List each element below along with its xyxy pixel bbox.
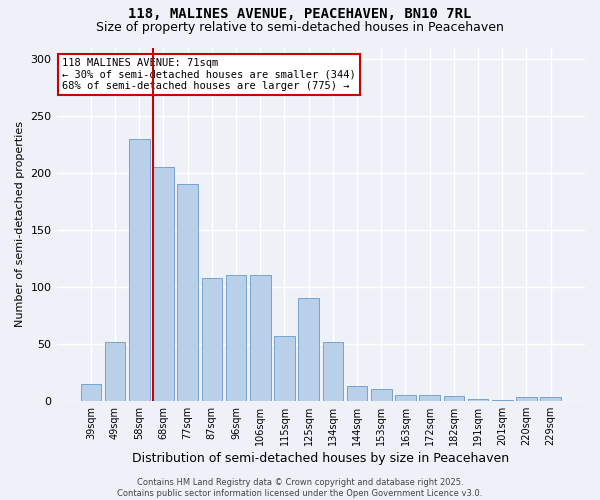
Bar xyxy=(80,384,101,401)
Bar xyxy=(395,395,416,401)
Bar xyxy=(541,398,561,401)
Bar xyxy=(492,400,512,401)
Bar xyxy=(298,298,319,401)
Text: Contains HM Land Registry data © Crown copyright and database right 2025.
Contai: Contains HM Land Registry data © Crown c… xyxy=(118,478,482,498)
Bar xyxy=(226,276,247,401)
Bar xyxy=(202,278,222,401)
Text: 118, MALINES AVENUE, PEACEHAVEN, BN10 7RL: 118, MALINES AVENUE, PEACEHAVEN, BN10 7R… xyxy=(128,8,472,22)
Text: 118 MALINES AVENUE: 71sqm
← 30% of semi-detached houses are smaller (344)
68% of: 118 MALINES AVENUE: 71sqm ← 30% of semi-… xyxy=(62,58,356,92)
X-axis label: Distribution of semi-detached houses by size in Peacehaven: Distribution of semi-detached houses by … xyxy=(132,452,509,465)
Bar xyxy=(371,390,392,401)
Bar xyxy=(250,276,271,401)
Bar xyxy=(105,342,125,401)
Bar xyxy=(468,398,488,401)
Bar xyxy=(129,138,149,401)
Bar xyxy=(347,386,367,401)
Y-axis label: Number of semi-detached properties: Number of semi-detached properties xyxy=(15,121,25,327)
Bar xyxy=(323,342,343,401)
Text: Size of property relative to semi-detached houses in Peacehaven: Size of property relative to semi-detach… xyxy=(96,21,504,34)
Bar xyxy=(516,398,537,401)
Bar xyxy=(419,395,440,401)
Bar xyxy=(178,184,198,401)
Bar xyxy=(153,167,174,401)
Bar xyxy=(443,396,464,401)
Bar xyxy=(274,336,295,401)
